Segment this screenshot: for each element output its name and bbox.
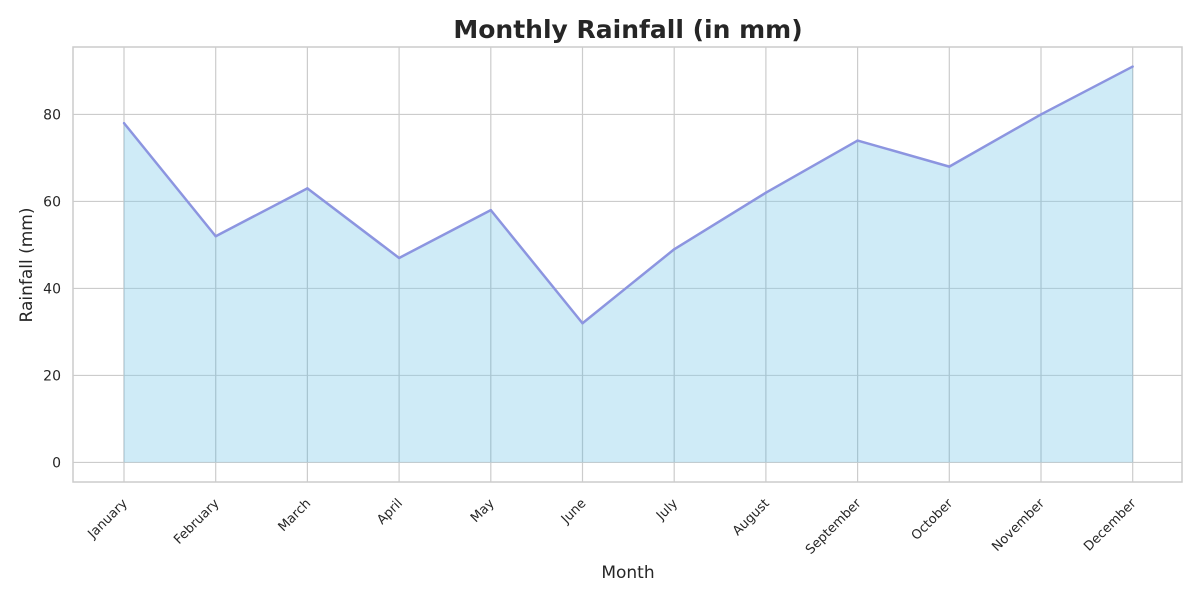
x-tick-label: August [730,496,773,539]
data-point [306,187,309,190]
y-tick-label: 40 [43,281,61,297]
x-tick-label: February [171,496,223,548]
x-tick-label: September [803,496,865,558]
plot-background [73,47,1182,482]
x-tick-label: July [653,496,681,524]
y-tick-label: 0 [52,455,61,471]
x-tick-label: December [1081,496,1140,555]
y-tick-label: 80 [43,107,61,123]
x-tick-label: March [276,496,315,535]
data-point [1039,113,1043,116]
axes-border [72,46,1183,483]
x-axis-ticks: January February March April May June July Augu… [85,496,1140,558]
data-point [397,256,401,260]
x-tick-label: May [468,496,498,526]
data-point [122,121,126,125]
plot-frame [72,46,1183,483]
y-tick-label: 60 [43,194,61,210]
area-fill [124,66,1133,463]
grid-lines [73,47,1182,482]
x-tick-label: October [909,496,957,544]
data-point [673,248,676,251]
x-tick-label: November [989,496,1048,555]
data-point [581,322,584,325]
x-axis-label: Month [601,563,654,583]
y-tick-label: 20 [43,368,61,384]
data-point [1131,65,1134,68]
data-point [856,139,859,142]
data-point [948,165,951,168]
x-tick-label: June [558,496,589,527]
x-tick-label: January [85,496,131,542]
y-axis-label: Rainfall (mm) [17,208,37,323]
data-point [764,191,768,194]
area-series [122,65,1134,463]
data-point [214,235,217,238]
data-point [489,208,492,212]
x-tick-label: April [374,496,406,528]
chart-title: Monthly Rainfall (in mm) [453,15,802,44]
y-axis-ticks: 0 20 40 60 80 [43,107,61,471]
series-line [123,65,1134,325]
